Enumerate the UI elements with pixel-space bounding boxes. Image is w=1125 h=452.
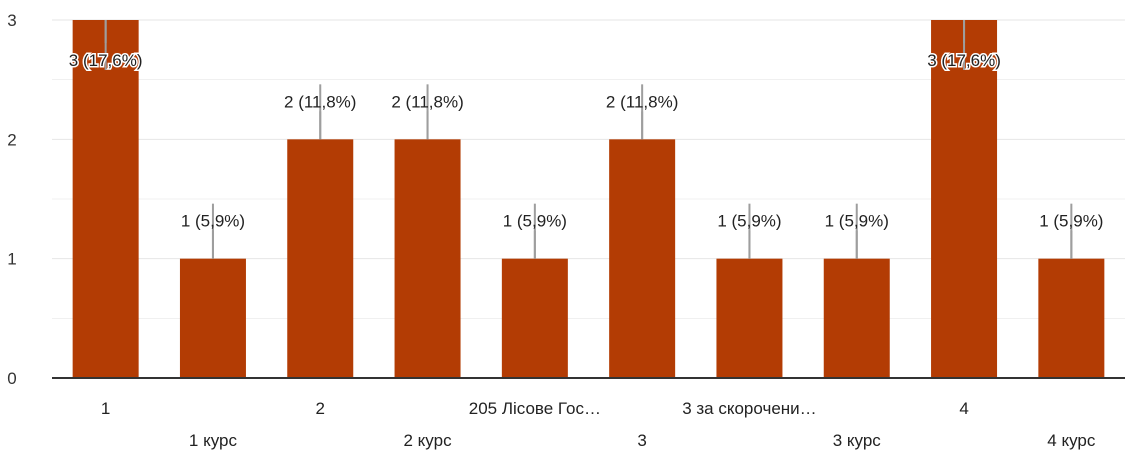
bar	[72, 20, 139, 378]
bar	[931, 20, 998, 378]
x-tick-label: 2 курс	[404, 431, 453, 450]
x-tick-label: 4	[959, 399, 968, 418]
bar	[179, 258, 246, 378]
data-label: 2 (11,8%)	[391, 92, 463, 111]
y-tick-label: 0	[7, 369, 16, 388]
x-tick-label: 3	[637, 431, 646, 450]
data-label: 1 (5,9%)	[503, 212, 567, 231]
data-label: 2 (11,8%)	[284, 92, 356, 111]
x-tick-label: 4 курс	[1047, 431, 1096, 450]
bar	[394, 139, 461, 378]
data-label: 1 (5,9%)	[181, 212, 245, 231]
bars	[72, 20, 1105, 378]
bar	[287, 139, 354, 378]
data-labels: 3 (17,6%) 1 (5,9%) 2 (11,8%) 2 (11,8%) 1 (5,…	[67, 20, 1103, 259]
x-tick-label: 205 Лісове Гос…	[469, 399, 601, 418]
bar	[716, 258, 783, 378]
x-tick-label: 3 курс	[833, 431, 882, 450]
data-label: 3 (17,6%)	[69, 51, 143, 70]
x-tick-label: 3 за скорочени…	[682, 399, 816, 418]
x-tick-label: 1 курс	[189, 431, 238, 450]
x-tick-label: 2	[316, 399, 325, 418]
data-label: 2 (11,8%)	[606, 92, 678, 111]
bar	[1038, 258, 1105, 378]
y-tick-label: 2	[7, 130, 16, 149]
data-label: 1 (5,9%)	[717, 212, 781, 231]
data-label: 3 (17,6%)	[927, 51, 1001, 70]
bar	[501, 258, 568, 378]
data-label: 1 (5,9%)	[1039, 212, 1103, 231]
data-label: 1 (5,9%)	[825, 212, 889, 231]
y-tick-label: 3	[7, 11, 16, 30]
y-tick-label: 1	[7, 250, 16, 269]
y-axis-ticks: 0 1 2 3	[7, 11, 16, 388]
x-axis-ticks: 1 1 курс 2 2 курс 205 Лісове Гос… 3 3 за скоро…	[101, 399, 1096, 450]
bar	[609, 139, 676, 378]
x-tick-label: 1	[101, 399, 110, 418]
bar	[823, 258, 890, 378]
